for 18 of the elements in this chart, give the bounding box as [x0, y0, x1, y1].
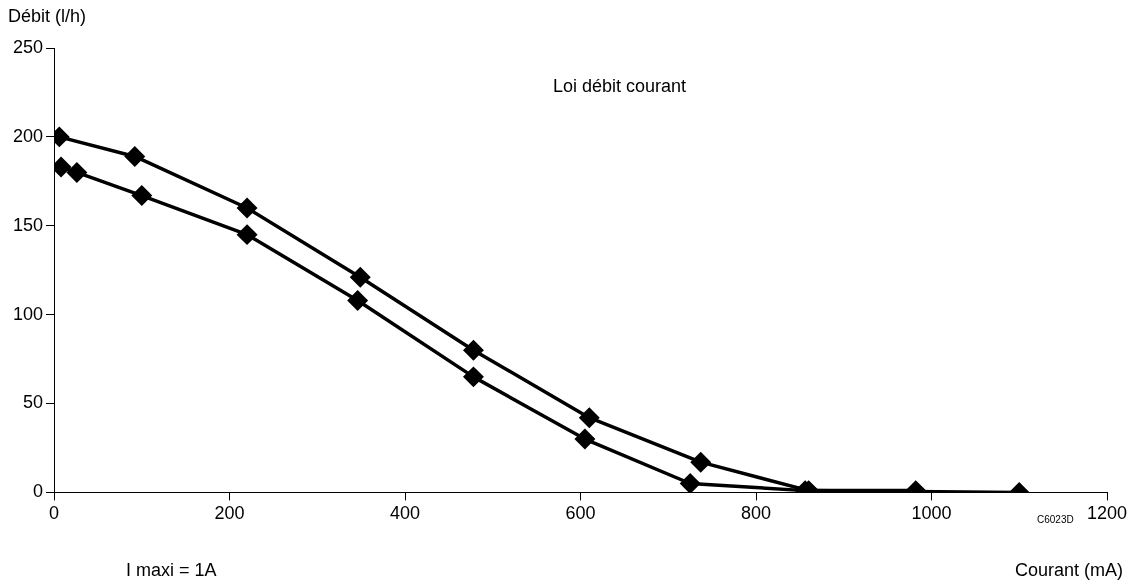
y-axis-title: Débit (l/h) — [8, 6, 87, 27]
x-tick-label: 800 — [740, 503, 772, 524]
y-tick-label: 200 — [12, 125, 44, 146]
x-tick-label: 200 — [214, 503, 245, 524]
y-tick-label: 250 — [12, 36, 44, 57]
x-tick-label: 0 — [49, 503, 60, 524]
y-tick-label: 0 — [33, 481, 44, 502]
x-axis-title: Courant (mA) — [1014, 560, 1123, 581]
y-tick-label: 100 — [12, 303, 44, 324]
text: C6023D — [1037, 514, 1074, 525]
x-tick-label: 1200 — [1086, 503, 1128, 524]
x-tick-label: 1000 — [911, 503, 952, 524]
x-tick-label: 400 — [390, 503, 421, 524]
y-tick-label: 150 — [12, 214, 44, 235]
text: I maxi = 1A — [126, 560, 217, 581]
x-tick-label: 600 — [565, 503, 596, 524]
y-tick-label: 50 — [23, 392, 44, 413]
text: Loi débit courant — [553, 76, 687, 97]
